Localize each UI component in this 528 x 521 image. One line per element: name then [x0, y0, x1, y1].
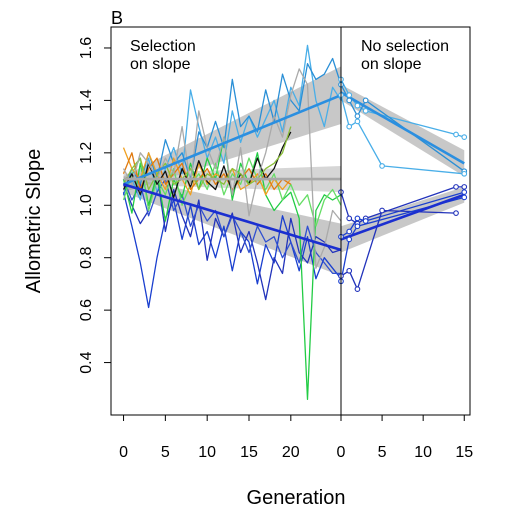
- replicate-line-p0-8: [122, 152, 292, 191]
- x-axis-label: Generation: [247, 487, 346, 509]
- data-point-p1-2-2: [354, 118, 361, 125]
- data-point-p1-0-3: [362, 108, 369, 114]
- panel-title-right-line1: No selection: [361, 38, 449, 55]
- replicate-line-p0-5: [122, 136, 342, 400]
- data-point-p1-3-1: [346, 215, 353, 222]
- y-tick-label-4: 1.2: [78, 142, 95, 164]
- x-tick-label-p0-2: 10: [198, 444, 216, 461]
- panel-letter: B: [111, 8, 123, 28]
- replicate-line-p0-11: [122, 68, 342, 269]
- data-point-p1-2-3: [379, 163, 385, 169]
- data-point-p1-6-2: [354, 223, 361, 230]
- data-point-p1-5-1: [346, 267, 353, 274]
- x-tick-label-p1-0: 0: [337, 444, 346, 461]
- x-axis: 0 5 10 15 20 0 5 10 15: [119, 415, 473, 461]
- confidence-band-p1-1: [341, 186, 465, 253]
- regression-line-p0-1: [123, 183, 342, 252]
- x-tick-label-p1-1: 5: [378, 444, 387, 461]
- data-point-p1-5-3: [379, 207, 385, 214]
- data-point-p1-5-4: [453, 210, 459, 216]
- confidence-band-p1-0: [341, 84, 465, 177]
- x-tick-label-p1-2: 10: [414, 444, 432, 461]
- data-point-p1-3-5: [461, 184, 468, 190]
- data-point-p1-0-4: [453, 131, 459, 138]
- x-tick-label-p0-3: 15: [240, 444, 258, 461]
- y-tick-label-1: 0.6: [78, 299, 95, 321]
- panel-title-right-line2: on slope: [361, 56, 422, 73]
- y-tick-label-3: 1.0: [78, 194, 95, 216]
- x-tick-label-p0-1: 5: [161, 444, 170, 461]
- data-point-p1-3-4: [453, 184, 459, 190]
- data-point-p1-1-1: [346, 97, 353, 104]
- y-axis-label: Allometric Slope: [23, 149, 45, 294]
- data-point-p1-0-2: [354, 102, 361, 109]
- x-tick-label-p1-3: 15: [455, 444, 473, 461]
- data-point-p1-6-3: [461, 194, 468, 201]
- replicate-line-p0-6: [122, 157, 342, 227]
- data-point-p1-4-4: [461, 189, 468, 196]
- regression-line-p1-0: [340, 91, 465, 165]
- data-point-p1-1-3: [362, 97, 369, 104]
- replicate-line-p0-2: [122, 192, 342, 309]
- x-tick-label-p0-0: 0: [119, 444, 128, 461]
- regression-lines: [123, 91, 465, 252]
- data-point-p1-4-3: [362, 218, 369, 224]
- data-point-p1-2-1: [346, 123, 353, 130]
- y-tick-label-0: 0.4: [78, 351, 95, 373]
- panel-title-left-line1: Selection: [130, 38, 196, 55]
- x-tick-label-p0-4: 20: [282, 444, 300, 461]
- data-point-p1-5-2: [354, 286, 361, 293]
- data-point-p1-2-4: [461, 170, 468, 177]
- regression-line-p1-1: [340, 193, 465, 241]
- y-axis: 0.4 0.6 0.8 1.0 1.2 1.4 1.6: [78, 37, 111, 374]
- data-point-p1-4-2: [354, 215, 361, 222]
- data-point-p1-6-1: [346, 236, 353, 243]
- y-tick-label-6: 1.6: [78, 37, 95, 59]
- y-tick-label-5: 1.4: [78, 89, 95, 111]
- panel-title-left-line2: on slope: [130, 56, 191, 73]
- replicate-line-p0-10: [122, 126, 292, 191]
- replicate-line-p0-7: [122, 147, 292, 196]
- data-point-p1-0-5: [461, 134, 468, 140]
- data-point-p1-4-1: [346, 228, 353, 235]
- data-point-markers: [338, 76, 468, 293]
- data-point-p1-1-2: [354, 113, 361, 119]
- replicate-line-p1-6: [340, 196, 465, 282]
- y-tick-label-2: 0.8: [78, 246, 95, 268]
- regression-line-p0-0: [123, 93, 342, 186]
- data-point-p1-0-1: [346, 92, 353, 99]
